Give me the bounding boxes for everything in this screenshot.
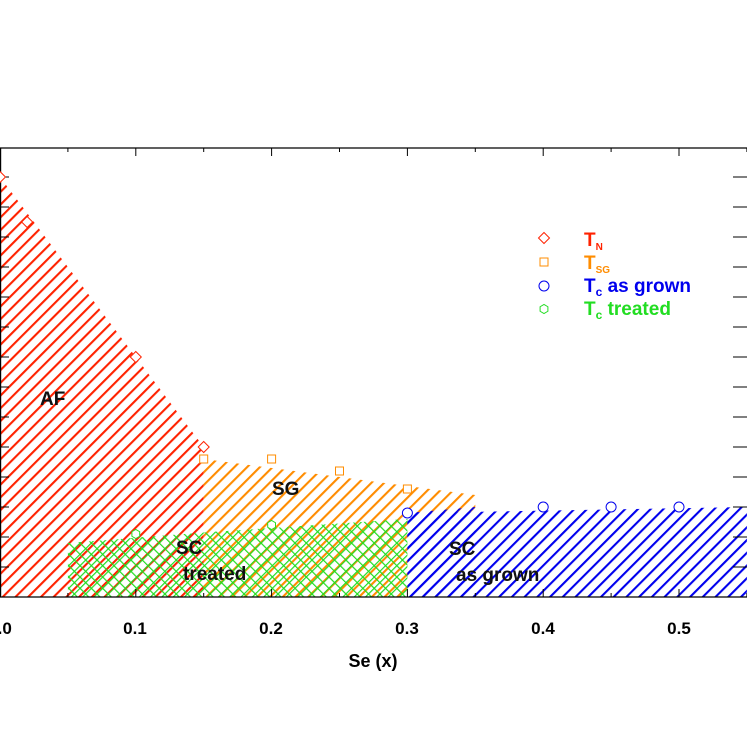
legend-marker-tcgrown (538, 280, 550, 292)
marker-tctreated-0 (131, 528, 141, 540)
marker-tsg-1 (267, 454, 277, 464)
x-tick-label-3: 0.3 (395, 619, 419, 638)
legend: TN TSG Tc as grown Tc treated (537, 230, 691, 322)
region-label-sc-as-grown-line2: as grown (456, 565, 539, 586)
region-label-af: AF (40, 389, 65, 410)
marker-tn-3 (197, 440, 210, 454)
region-sc-treated-hatch-b (67, 519, 408, 597)
y-axis-ticks (0, 176, 747, 568)
x-tick-label-4: 0.4 (531, 619, 555, 638)
region-label-sc-treated-line2: treated (183, 564, 246, 585)
region-label-sg: SG (272, 479, 299, 500)
region-labels: AF SG SC treated SC as grown (40, 389, 539, 586)
legend-entry-tn: TN (584, 230, 603, 253)
marker-tsg-3 (402, 484, 412, 494)
x-tick-label-5: 0.5 (667, 619, 691, 638)
region-af (0, 177, 204, 597)
marker-tctreated-1 (267, 519, 276, 531)
x-axis-label: Se (x) (348, 651, 397, 671)
region-label-sc-treated-line1: SC (176, 538, 203, 559)
marker-tcgrown-0 (401, 507, 413, 519)
x-tick-label-2: 0.2 (259, 619, 283, 638)
legend-markers (537, 231, 551, 315)
region-label-sc-as-grown-line1: SC (449, 539, 476, 560)
marker-tn-2 (129, 350, 143, 364)
marker-tcgrown-3 (673, 501, 685, 513)
legend-marker-tsg (539, 257, 549, 267)
x-tick-labels: 0.0 0.1 0.2 0.3 0.4 0.5 (0, 619, 691, 638)
region-sc-treated (67, 519, 408, 597)
region-sc-as-grown (407, 507, 747, 597)
marker-tsg-2 (335, 466, 344, 476)
legend-entry-tc-as-grown: Tc as grown (584, 276, 691, 299)
marker-tn-1 (20, 215, 34, 229)
marker-tcgrown-2 (605, 501, 617, 513)
x-axis-ticks (0, 148, 747, 597)
legend-entry-tsg: TSG (584, 253, 610, 276)
legend-marker-tctreated (539, 303, 549, 315)
marker-tcgrown-1 (537, 501, 549, 513)
x-tick-label-0: 0.0 (0, 619, 12, 638)
x-tick-label-1: 0.1 (123, 619, 147, 638)
marker-tsg-0 (199, 454, 209, 464)
plot-frame (0, 147, 747, 598)
data-markers (0, 170, 685, 540)
legend-entry-tc-treated: Tc treated (584, 299, 671, 322)
legend-marker-tn (537, 231, 551, 245)
marker-tn-0 (0, 170, 7, 184)
region-sc-as-grown-overlap (407, 507, 476, 597)
